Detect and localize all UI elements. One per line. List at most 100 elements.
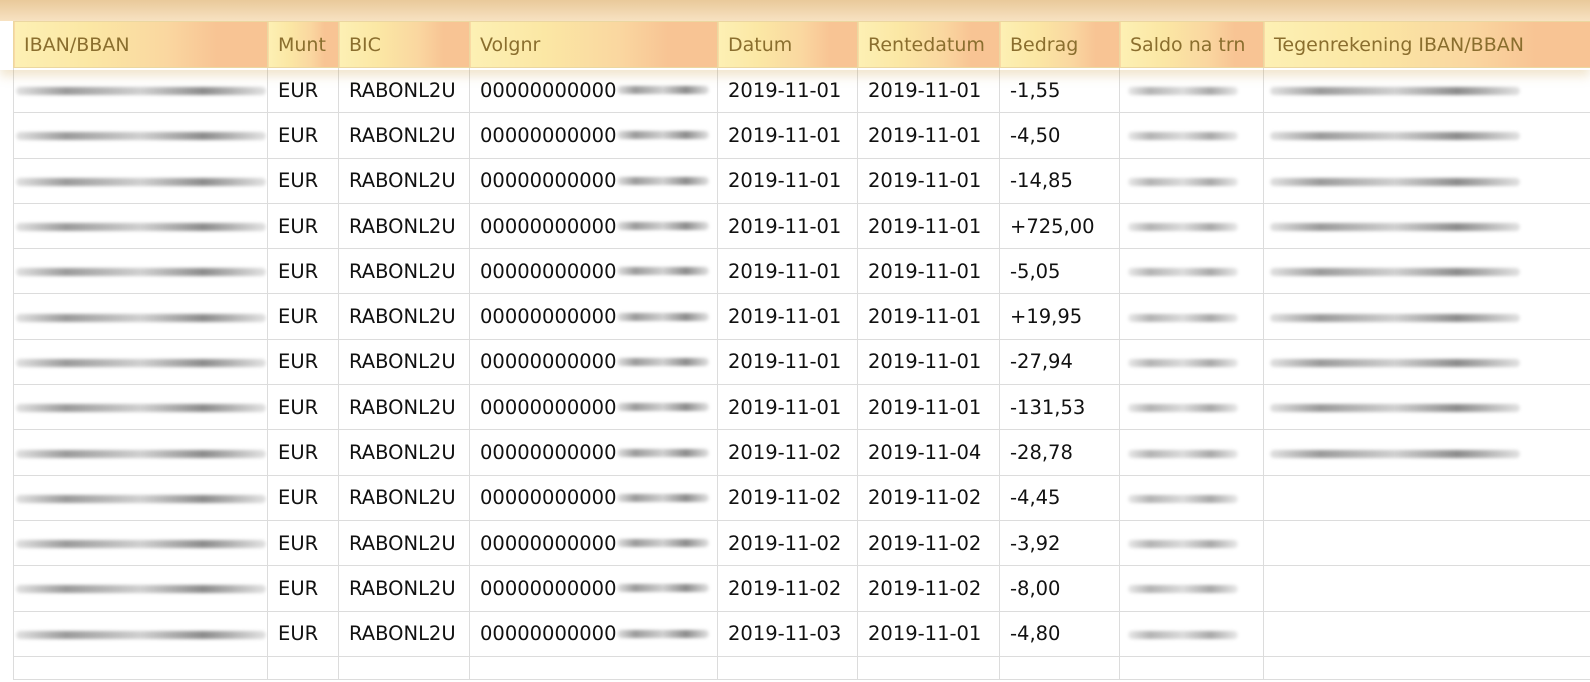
cell-datum[interactable]: 2019-11-02 — [717, 519, 858, 567]
cell-saldo[interactable] — [1119, 429, 1264, 476]
cell-iban[interactable] — [13, 474, 268, 521]
cell-bedrag[interactable]: -3,92 — [999, 519, 1120, 567]
cell-datum[interactable]: 2019-11-03 — [717, 610, 858, 657]
cell-iban[interactable] — [13, 66, 268, 114]
cell-iban[interactable] — [13, 157, 268, 204]
table-row[interactable]: EUR RABONL2U 00000000000 2019-11-01 2019-11-… — [13, 248, 1590, 295]
cell-tegenrekening[interactable] — [1263, 565, 1590, 612]
column-header-munt[interactable]: Munt — [267, 21, 339, 68]
cell-iban[interactable] — [13, 338, 268, 386]
cell-volgnr[interactable]: 00000000000 — [469, 519, 718, 567]
cell-tegenrekening[interactable] — [1263, 384, 1590, 431]
table-row[interactable]: EUR RABONL2U 00000000000 2019-11-01 2019-11-… — [13, 157, 1590, 204]
cell-saldo[interactable] — [1119, 519, 1264, 567]
cell-bedrag[interactable]: -8,00 — [999, 565, 1120, 612]
cell-tegenrekening[interactable] — [1263, 338, 1590, 386]
cell-datum[interactable]: 2019-11-01 — [717, 248, 858, 295]
cell-datum[interactable]: 2019-11-01 — [717, 384, 858, 431]
cell-rentedatum[interactable]: 2019-11-01 — [857, 157, 1000, 204]
cell-munt[interactable]: EUR — [267, 293, 339, 340]
cell-rentedatum[interactable]: 2019-11-02 — [857, 474, 1000, 521]
cell-bedrag[interactable]: -4,80 — [999, 610, 1120, 657]
cell-datum[interactable]: 2019-11-01 — [717, 338, 858, 386]
cell-rentedatum[interactable]: 2019-11-01 — [857, 248, 1000, 295]
cell-munt[interactable]: EUR — [267, 384, 339, 431]
cell-iban[interactable] — [13, 248, 268, 295]
cell-tegenrekening[interactable] — [1263, 248, 1590, 295]
cell-bedrag[interactable]: -4,45 — [999, 474, 1120, 521]
cell-saldo[interactable] — [1119, 202, 1264, 250]
table-row[interactable]: EUR RABONL2U 00000000000 2019-11-01 2019-11-… — [13, 112, 1590, 159]
cell-rentedatum[interactable]: 2019-11-04 — [857, 429, 1000, 476]
cell-bic[interactable]: RABONL2U — [338, 429, 470, 476]
cell-tegenrekening[interactable] — [1263, 519, 1590, 567]
cell-bic[interactable]: RABONL2U — [338, 202, 470, 250]
table-row[interactable]: EUR RABONL2U 00000000000 2019-11-01 2019-11-… — [13, 293, 1590, 340]
cell-datum[interactable]: 2019-11-02 — [717, 429, 858, 476]
cell-saldo[interactable] — [1119, 66, 1264, 114]
cell-iban[interactable] — [13, 112, 268, 159]
cell-saldo[interactable] — [1119, 384, 1264, 431]
cell-munt[interactable]: EUR — [267, 429, 339, 476]
cell-datum[interactable]: 2019-11-01 — [717, 112, 858, 159]
table-row-partial[interactable] — [13, 655, 1590, 680]
column-header-bedrag[interactable]: Bedrag — [999, 21, 1120, 68]
cell-tegenrekening[interactable] — [1263, 610, 1590, 657]
cell-volgnr[interactable]: 00000000000 — [469, 338, 718, 386]
cell-saldo[interactable] — [1119, 157, 1264, 204]
cell-tegenrekening[interactable] — [1263, 429, 1590, 476]
cell-rentedatum[interactable]: 2019-11-01 — [857, 293, 1000, 340]
cell-rentedatum[interactable]: 2019-11-01 — [857, 610, 1000, 657]
column-header-iban[interactable]: IBAN/BBAN — [13, 21, 268, 68]
cell-saldo[interactable] — [1119, 293, 1264, 340]
cell-rentedatum[interactable]: 2019-11-02 — [857, 565, 1000, 612]
cell-volgnr[interactable]: 00000000000 — [469, 66, 718, 114]
cell-volgnr[interactable]: 00000000000 — [469, 384, 718, 431]
cell-bic[interactable]: RABONL2U — [338, 384, 470, 431]
cell-munt[interactable]: EUR — [267, 338, 339, 386]
cell-bic[interactable]: RABONL2U — [338, 474, 470, 521]
cell-volgnr[interactable]: 00000000000 — [469, 293, 718, 340]
cell-bic[interactable]: RABONL2U — [338, 565, 470, 612]
column-header-datum[interactable]: Datum — [717, 21, 858, 68]
cell-saldo[interactable] — [1119, 565, 1264, 612]
table-row[interactable]: EUR RABONL2U 00000000000 2019-11-01 2019-11-… — [13, 66, 1590, 114]
cell-volgnr[interactable]: 00000000000 — [469, 112, 718, 159]
cell-iban[interactable] — [13, 429, 268, 476]
cell-bedrag[interactable]: +19,95 — [999, 293, 1120, 340]
cell-iban[interactable] — [13, 610, 268, 657]
column-header-rentedatum[interactable]: Rentedatum — [857, 21, 1000, 68]
cell-saldo[interactable] — [1119, 610, 1264, 657]
cell-bedrag[interactable]: -1,55 — [999, 66, 1120, 114]
cell-rentedatum[interactable]: 2019-11-01 — [857, 338, 1000, 386]
cell-munt[interactable]: EUR — [267, 202, 339, 250]
cell-tegenrekening[interactable] — [1263, 474, 1590, 521]
table-row[interactable]: EUR RABONL2U 00000000000 2019-11-02 2019-11-… — [13, 474, 1590, 521]
cell-bedrag[interactable]: -5,05 — [999, 248, 1120, 295]
cell-tegenrekening[interactable] — [1263, 112, 1590, 159]
cell-rentedatum[interactable]: 2019-11-01 — [857, 112, 1000, 159]
cell-volgnr[interactable]: 00000000000 — [469, 610, 718, 657]
cell-datum[interactable]: 2019-11-02 — [717, 474, 858, 521]
column-header-volgnr[interactable]: Volgnr — [469, 21, 718, 68]
cell-munt[interactable]: EUR — [267, 157, 339, 204]
cell-bic[interactable]: RABONL2U — [338, 610, 470, 657]
cell-bic[interactable]: RABONL2U — [338, 293, 470, 340]
cell-bedrag[interactable]: -27,94 — [999, 338, 1120, 386]
table-row[interactable]: EUR RABONL2U 00000000000 2019-11-02 2019-11-… — [13, 519, 1590, 567]
cell-saldo[interactable] — [1119, 112, 1264, 159]
table-row[interactable]: EUR RABONL2U 00000000000 2019-11-02 2019-11-… — [13, 429, 1590, 476]
cell-datum[interactable]: 2019-11-02 — [717, 565, 858, 612]
cell-iban[interactable] — [13, 202, 268, 250]
cell-datum[interactable]: 2019-11-01 — [717, 293, 858, 340]
cell-volgnr[interactable]: 00000000000 — [469, 429, 718, 476]
cell-bic[interactable]: RABONL2U — [338, 248, 470, 295]
cell-bic[interactable]: RABONL2U — [338, 66, 470, 114]
cell-munt[interactable]: EUR — [267, 474, 339, 521]
cell-rentedatum[interactable]: 2019-11-01 — [857, 384, 1000, 431]
cell-munt[interactable]: EUR — [267, 565, 339, 612]
table-row[interactable]: EUR RABONL2U 00000000000 2019-11-01 2019-11-… — [13, 338, 1590, 386]
cell-volgnr[interactable]: 00000000000 — [469, 202, 718, 250]
cell-rentedatum[interactable]: 2019-11-01 — [857, 66, 1000, 114]
cell-bedrag[interactable]: -131,53 — [999, 384, 1120, 431]
